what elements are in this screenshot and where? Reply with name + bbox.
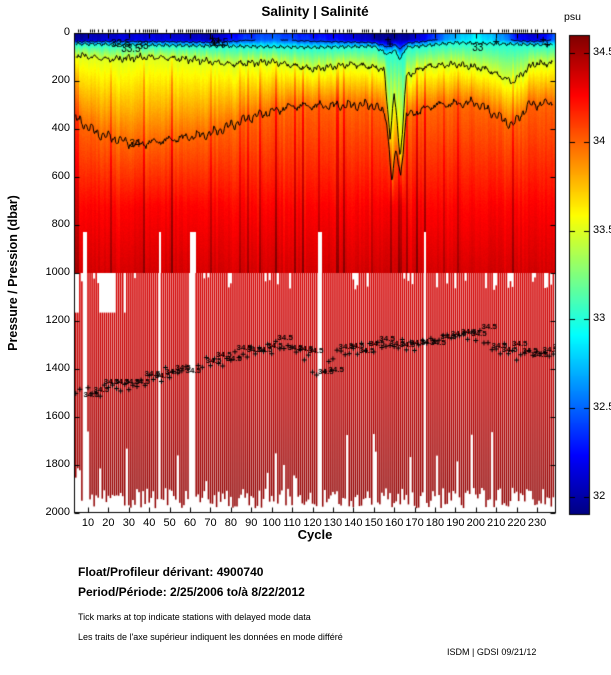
y-tick-label: 2000 [45, 506, 70, 518]
x-tick-label: 160 [384, 517, 404, 529]
float-id-line: Float/Profileur dérivant: 4900740 [78, 565, 263, 579]
x-tick-label: 100 [262, 517, 281, 529]
x-tick-label: 10 [81, 517, 95, 529]
x-tick-label: 30 [122, 517, 135, 529]
float-id-value: 4900740 [216, 565, 264, 579]
x-tick-label: 50 [163, 517, 176, 529]
x-tick-label: 180 [425, 517, 445, 529]
y-tick-label: 1000 [45, 266, 70, 278]
credit-text: ISDM | GDSI 09/21/12 [447, 647, 537, 657]
x-tick-label: 110 [283, 517, 301, 529]
y-tick-label: 1600 [45, 410, 70, 422]
colorbar-unit-label: psu [564, 11, 581, 23]
colorbar-tick-label: 33.5 [593, 223, 611, 236]
x-tick-label: 90 [245, 517, 258, 529]
colorbar-tick-label: 32.5 [593, 401, 611, 414]
y-tick-labels: 0 200 400 600 800 1000 1200 1400 1600 1800 2000 [20, 0, 70, 675]
y-tick-label: 800 [51, 218, 70, 230]
note-en: Tick marks at top indicate stations with… [78, 612, 311, 622]
x-axis-label: Cycle [297, 527, 333, 542]
colorbar-tick-label: 34.5 [593, 45, 611, 58]
x-tick-label: 200 [466, 517, 485, 529]
y-tick-label: 1200 [45, 314, 70, 326]
float-id-label: Float/Profileur dérivant: [78, 565, 214, 579]
period-line: Period/Période: 2/25/2006 to/à 8/22/2012 [78, 585, 305, 599]
x-tick-label: 170 [405, 517, 424, 529]
period-label: Period/Période: [78, 585, 167, 599]
x-tick-label: 150 [364, 517, 383, 529]
x-tick-label: 70 [204, 517, 217, 529]
x-tick-label: 40 [143, 517, 156, 529]
x-tick-label: 210 [487, 517, 506, 529]
y-tick-label: 1400 [45, 362, 70, 374]
y-tick-label: 200 [51, 74, 70, 86]
colorbar-tick-label: 33 [593, 312, 606, 325]
x-tick-label: 190 [446, 517, 465, 529]
x-tick-label: 60 [183, 517, 197, 529]
x-tick-label: 80 [224, 517, 237, 529]
colorbar-tick-label: 32 [593, 490, 606, 503]
x-tick-label: 130 [323, 517, 343, 529]
y-tick-label: 400 [51, 122, 70, 134]
x-tick-label: 120 [303, 517, 322, 529]
x-tick-label: 220 [507, 517, 526, 529]
y-tick-label: 1800 [45, 458, 70, 470]
x-tick-label: 20 [102, 517, 115, 529]
x-tick-label: 230 [527, 517, 547, 529]
colorbar-tick-labels: 34.5 34 33.5 33 32.5 32 [593, 0, 611, 675]
y-tick-label: 600 [51, 170, 70, 182]
x-tick-labels: 10 20 30 40 50 60 70 80 90 100 110 120 130 140 150 160 1… [0, 516, 611, 530]
x-tick-label: 140 [344, 517, 363, 529]
period-value: 2/25/2006 to/à 8/22/2012 [170, 585, 305, 599]
chart-title: Salinity | Salinité [261, 4, 369, 19]
y-tick-label: 0 [63, 26, 70, 38]
colorbar-tick-label: 34 [593, 134, 606, 147]
note-fr: Les traits de l'axe supérieur indiquent … [78, 632, 343, 642]
